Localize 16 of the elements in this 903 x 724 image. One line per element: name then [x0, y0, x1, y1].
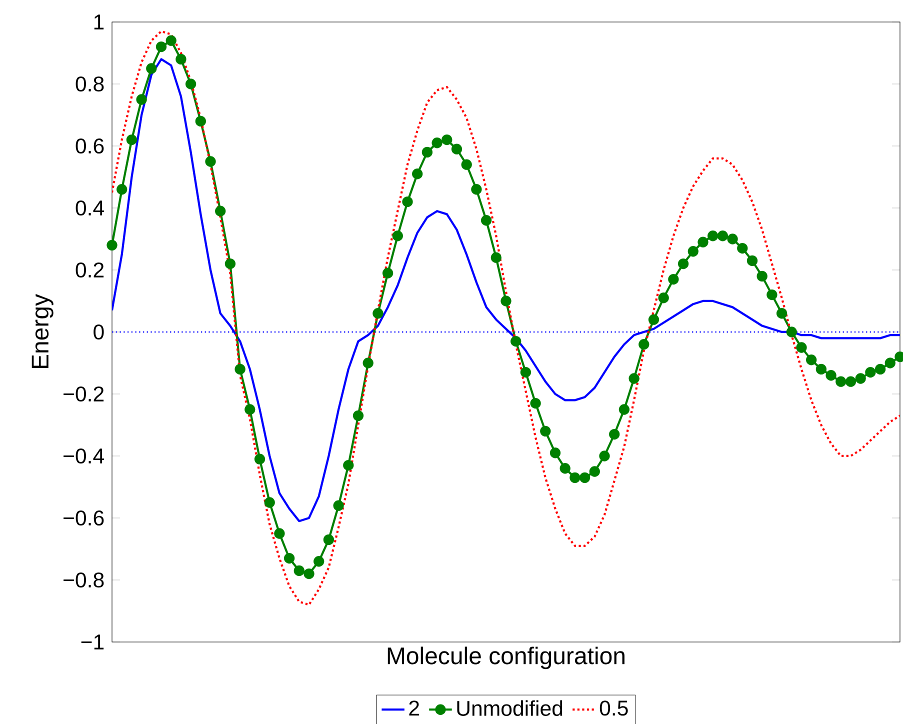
y-tick-label: −0.2 — [64, 386, 104, 402]
y-tick-label: 0.6 — [76, 138, 104, 154]
y-axis-title: Energy — [32, 294, 54, 368]
y-tick-label: 0 — [94, 324, 104, 340]
y-tick-label: 0.2 — [76, 262, 104, 278]
y-tick-label: −1 — [81, 634, 104, 650]
x-axis-title: Molecule configuration — [388, 646, 624, 670]
legend-label: 0.5 — [600, 700, 628, 716]
y-tick-label: −0.8 — [64, 572, 104, 588]
legend-label: Unmodified — [457, 700, 562, 716]
y-tick-label: −0.6 — [64, 510, 104, 526]
y-tick-label: 1 — [94, 14, 104, 30]
legend-label: 2 — [409, 700, 419, 716]
y-tick-label: −0.4 — [64, 448, 104, 464]
y-tick-label: 0.8 — [76, 76, 104, 92]
y-tick-label: 0.4 — [76, 200, 104, 216]
